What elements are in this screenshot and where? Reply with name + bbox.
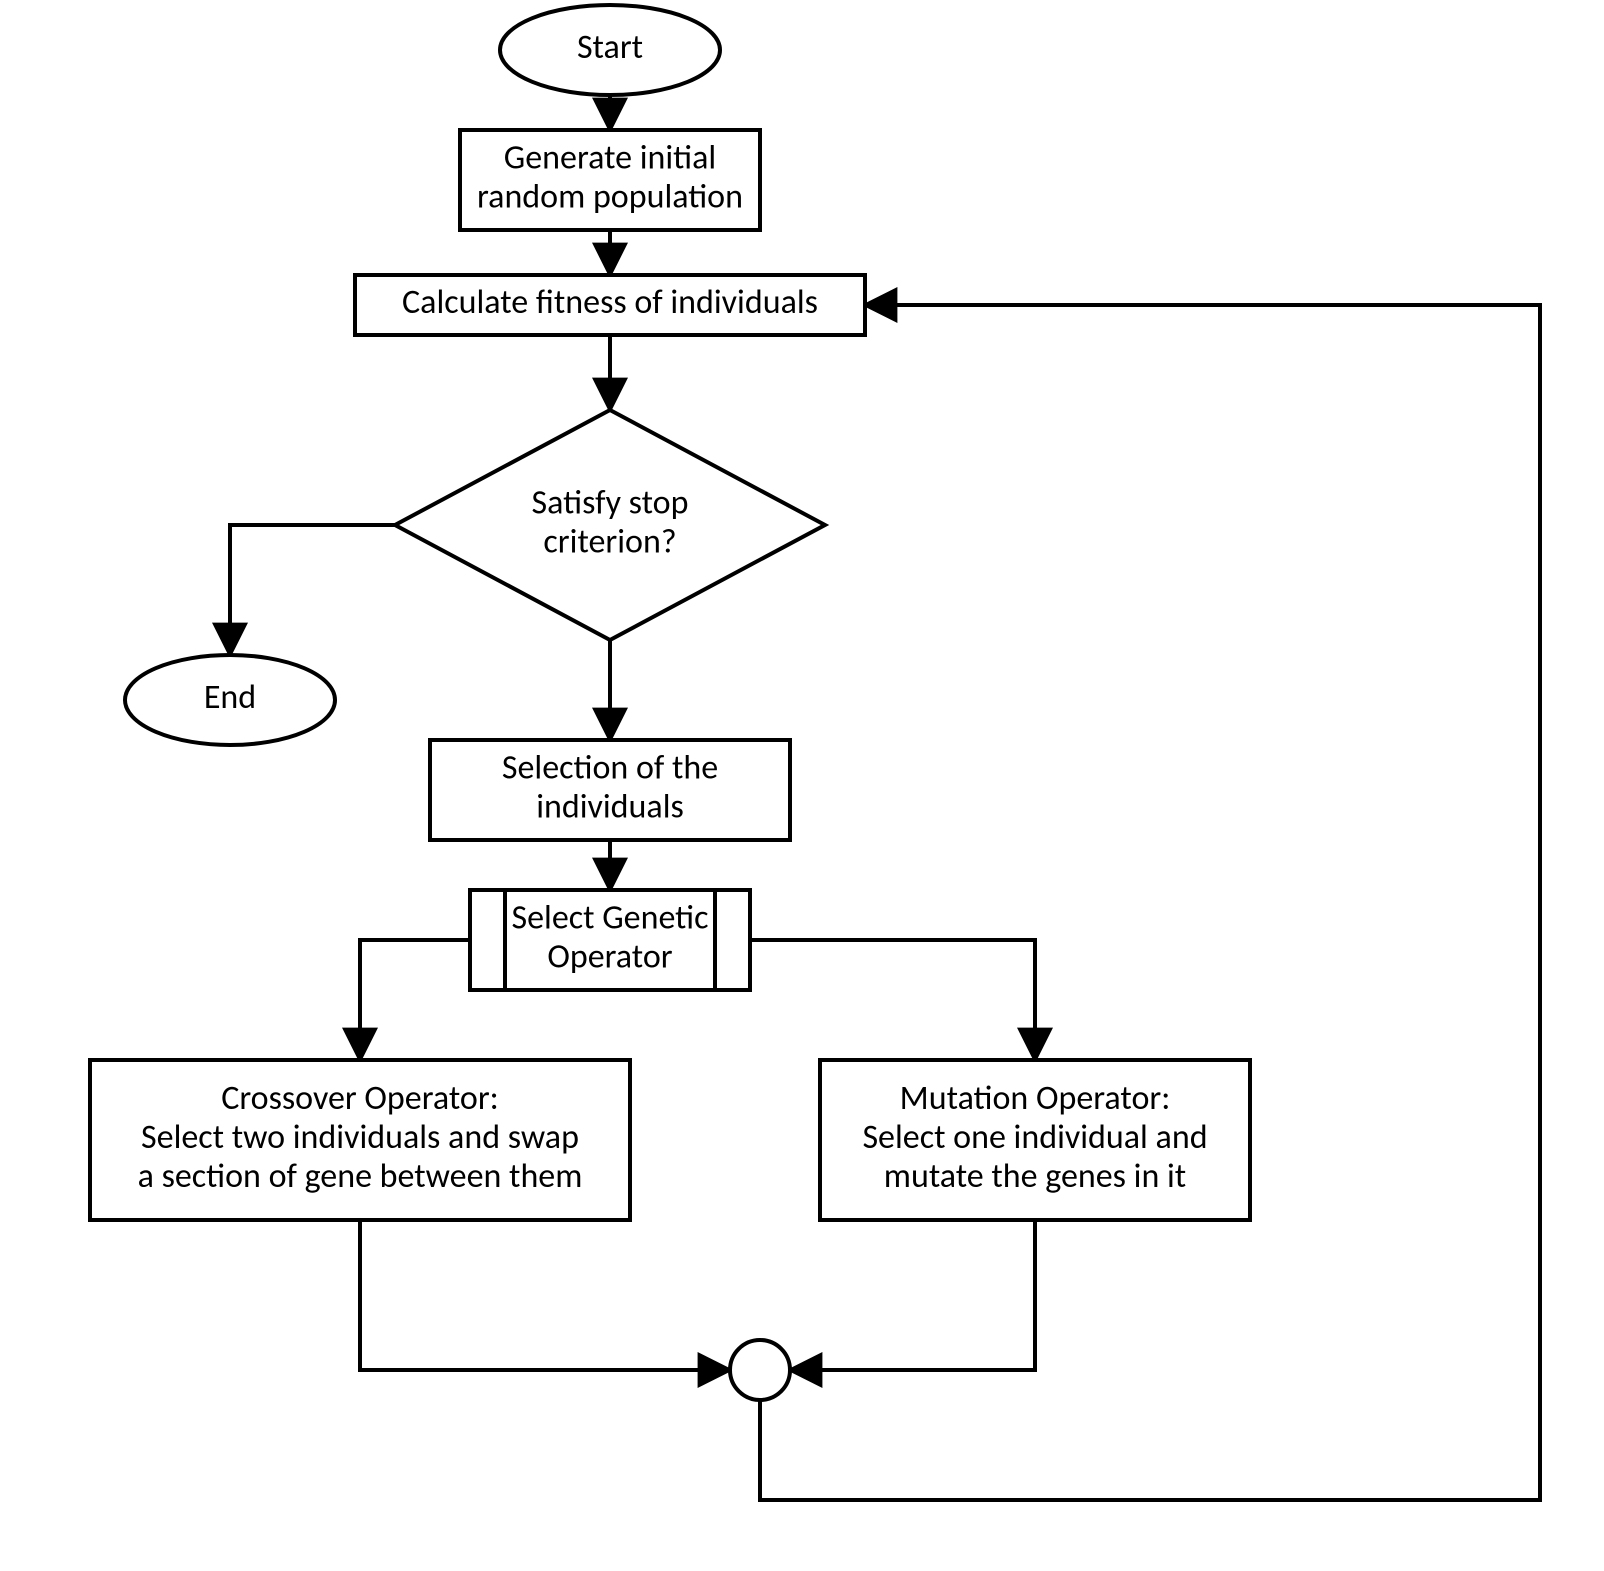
node-select: Selection of theindividuals <box>430 740 790 840</box>
node-end: End <box>125 655 335 745</box>
svg-text:Selection of the: Selection of the <box>502 748 718 789</box>
node-merge <box>730 1340 790 1400</box>
svg-text:End: End <box>204 677 256 718</box>
svg-text:individuals: individuals <box>536 787 684 828</box>
svg-text:criterion?: criterion? <box>543 522 676 563</box>
svg-text:Mutation Operator:: Mutation Operator: <box>900 1078 1171 1119</box>
svg-text:Select two individuals and swa: Select two individuals and swap <box>141 1117 579 1158</box>
svg-text:Select Genetic: Select Genetic <box>512 898 709 939</box>
svg-text:Calculate fitness of individua: Calculate fitness of individuals <box>402 282 818 323</box>
node-genetic: Select GeneticOperator <box>470 890 750 990</box>
edge-mut-merge <box>790 1220 1035 1370</box>
edge-cross-merge <box>360 1220 730 1370</box>
flowchart-canvas: Start Generate initialrandom population Ca… <box>0 0 1604 1571</box>
svg-text:Start: Start <box>577 27 643 68</box>
svg-text:Crossover Operator:: Crossover Operator: <box>221 1078 499 1119</box>
svg-text:Operator: Operator <box>547 937 672 978</box>
svg-text:a section of gene between them: a section of gene between them <box>138 1156 583 1197</box>
nodes: Start Generate initialrandom population Ca… <box>90 5 1250 1400</box>
node-fitness: Calculate fitness of individuals <box>355 275 865 335</box>
node-start: Start <box>500 5 720 95</box>
node-init: Generate initialrandom population <box>460 130 760 230</box>
edge-genetic-mut <box>750 940 1035 1060</box>
edge-decision-end <box>230 525 395 655</box>
svg-text:mutate the genes in it: mutate the genes in it <box>884 1156 1186 1197</box>
svg-text:random population: random population <box>477 177 743 218</box>
node-cross: Crossover Operator:Select two individual… <box>90 1060 630 1220</box>
svg-text:Satisfy stop: Satisfy stop <box>532 483 689 524</box>
svg-text:Generate initial: Generate initial <box>504 138 716 179</box>
edge-genetic-cross <box>360 940 470 1060</box>
svg-text:Select one individual and: Select one individual and <box>862 1117 1207 1158</box>
edge-merge-fitness <box>760 305 1540 1500</box>
node-decision: Satisfy stopcriterion? <box>395 410 825 640</box>
node-mut: Mutation Operator:Select one individual … <box>820 1060 1250 1220</box>
